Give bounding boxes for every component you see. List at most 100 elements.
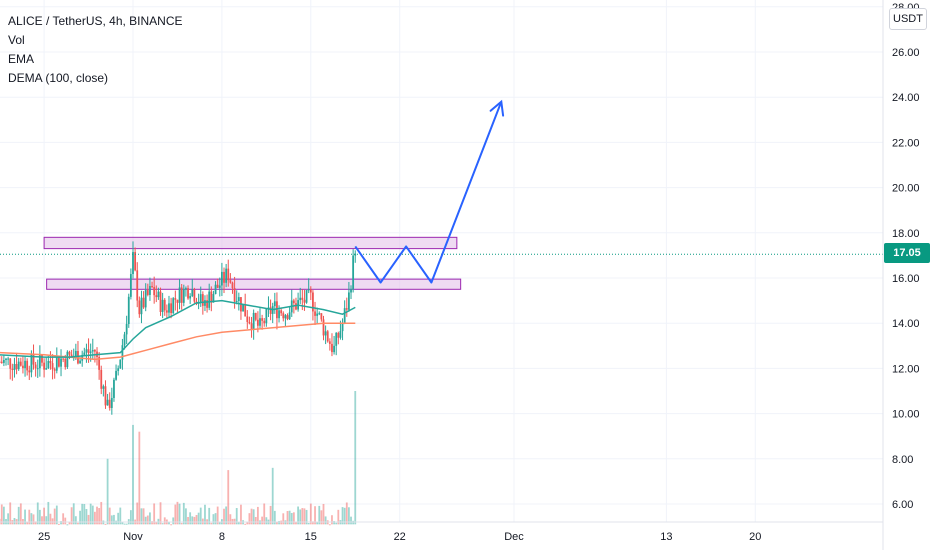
volume-bar bbox=[345, 502, 348, 525]
candle-body bbox=[24, 360, 26, 369]
volume-bar bbox=[335, 522, 338, 525]
candle-body bbox=[45, 368, 48, 370]
candle-body bbox=[244, 304, 247, 317]
candle-body bbox=[292, 300, 295, 304]
candle-body bbox=[0, 361, 3, 363]
candle-body bbox=[7, 358, 10, 360]
volume-bar bbox=[55, 505, 58, 525]
volume-bar bbox=[58, 523, 60, 525]
candle-body bbox=[151, 286, 153, 288]
volume-bar bbox=[168, 522, 170, 525]
volume-bar bbox=[98, 508, 101, 525]
dema-indicator-label[interactable]: DEMA (100, close) bbox=[8, 71, 109, 85]
candle-body bbox=[267, 307, 270, 309]
candle-body bbox=[309, 289, 312, 293]
volume-bar bbox=[307, 523, 310, 525]
volume-bar bbox=[341, 507, 344, 525]
candle-body bbox=[314, 311, 316, 316]
candle-body bbox=[221, 271, 223, 286]
volume-bar bbox=[218, 522, 221, 525]
volume-bar bbox=[318, 505, 321, 525]
volume-bar bbox=[138, 431, 141, 525]
price-tick-label: 20.00 bbox=[892, 183, 920, 195]
volume-bar bbox=[43, 507, 45, 525]
volume-bar bbox=[271, 467, 274, 525]
volume-bar bbox=[331, 515, 333, 525]
volume-bar bbox=[225, 506, 228, 525]
vol-indicator-label[interactable]: Vol bbox=[8, 33, 25, 47]
candle-body bbox=[117, 368, 120, 371]
volume-bar bbox=[263, 503, 266, 525]
time-tick-label: Nov bbox=[123, 531, 143, 543]
time-tick-label: Dec bbox=[504, 531, 524, 543]
volume-bar bbox=[250, 508, 253, 525]
volume-bars bbox=[0, 391, 357, 526]
projection-arrowhead[interactable] bbox=[489, 99, 505, 117]
currency-button[interactable]: USDT bbox=[889, 8, 927, 30]
volume-bar bbox=[34, 521, 37, 525]
time-axis[interactable]: 25 Nov 8 15 22 Dec 13 20 bbox=[0, 521, 883, 543]
volume-bar bbox=[246, 521, 249, 525]
candle-body bbox=[273, 301, 276, 307]
candle-body bbox=[348, 292, 350, 310]
symbol-title[interactable]: ALICE / TetherUS, 4h, BINANCE bbox=[8, 14, 183, 28]
candle-body bbox=[352, 255, 355, 290]
volume-bar bbox=[182, 502, 185, 525]
candle-body bbox=[98, 357, 101, 370]
price-tick-label: 26.00 bbox=[892, 47, 920, 59]
candle-body bbox=[100, 369, 103, 389]
volume-bar bbox=[170, 524, 172, 526]
volume-bar bbox=[208, 507, 211, 525]
volume-bar bbox=[121, 521, 124, 525]
candle-body bbox=[312, 292, 314, 312]
candle-body bbox=[102, 386, 105, 389]
price-axis[interactable]: 6.00 8.00 10.00 12.00 14.00 16.00 18.00 20.00 22… bbox=[882, 0, 920, 550]
candle-body bbox=[136, 270, 139, 301]
candle-body bbox=[36, 368, 39, 370]
resistance-zones[interactable] bbox=[43, 236, 462, 290]
price-zone-rectangle[interactable] bbox=[43, 236, 458, 250]
candle-body bbox=[74, 350, 77, 357]
candle-body bbox=[32, 353, 35, 365]
time-tick-label: 20 bbox=[749, 531, 761, 543]
candle-body bbox=[276, 301, 278, 319]
candle-body bbox=[254, 312, 257, 320]
candle-body bbox=[178, 287, 181, 303]
candle-body bbox=[17, 361, 20, 370]
volume-bar bbox=[70, 507, 73, 525]
candle-body bbox=[113, 379, 115, 398]
volume-bar bbox=[273, 510, 276, 525]
price-tick-label: 12.00 bbox=[892, 363, 920, 375]
volume-bar bbox=[191, 516, 194, 525]
candle-body bbox=[259, 318, 261, 326]
price-zone-rectangle[interactable] bbox=[46, 278, 462, 290]
candle-body bbox=[121, 345, 124, 360]
time-tick-label: 22 bbox=[394, 531, 406, 543]
candle-body bbox=[55, 357, 58, 371]
projection-path[interactable] bbox=[354, 101, 503, 284]
candle-body bbox=[187, 288, 189, 299]
candle-body bbox=[288, 312, 291, 320]
ema-indicator-label[interactable]: EMA bbox=[8, 52, 35, 66]
volume-bar bbox=[178, 503, 181, 525]
candle-body bbox=[9, 358, 12, 369]
volume-bar bbox=[94, 511, 96, 525]
candle-body bbox=[66, 351, 69, 368]
candle-body bbox=[60, 358, 62, 367]
candle-body bbox=[51, 363, 54, 370]
volume-bar bbox=[301, 508, 304, 525]
price-tick-label: 10.00 bbox=[892, 409, 920, 421]
candle-body bbox=[70, 354, 73, 357]
volume-bar bbox=[26, 522, 29, 525]
candle-body bbox=[199, 294, 202, 303]
candle-body bbox=[324, 331, 327, 336]
volume-bar bbox=[324, 516, 327, 525]
volume-bar bbox=[47, 501, 50, 525]
candle-body bbox=[125, 324, 128, 335]
candle-body bbox=[146, 290, 149, 295]
candle-body bbox=[108, 399, 111, 408]
volume-bar bbox=[41, 516, 43, 525]
volume-bar bbox=[333, 521, 335, 525]
candle-body bbox=[115, 370, 117, 380]
